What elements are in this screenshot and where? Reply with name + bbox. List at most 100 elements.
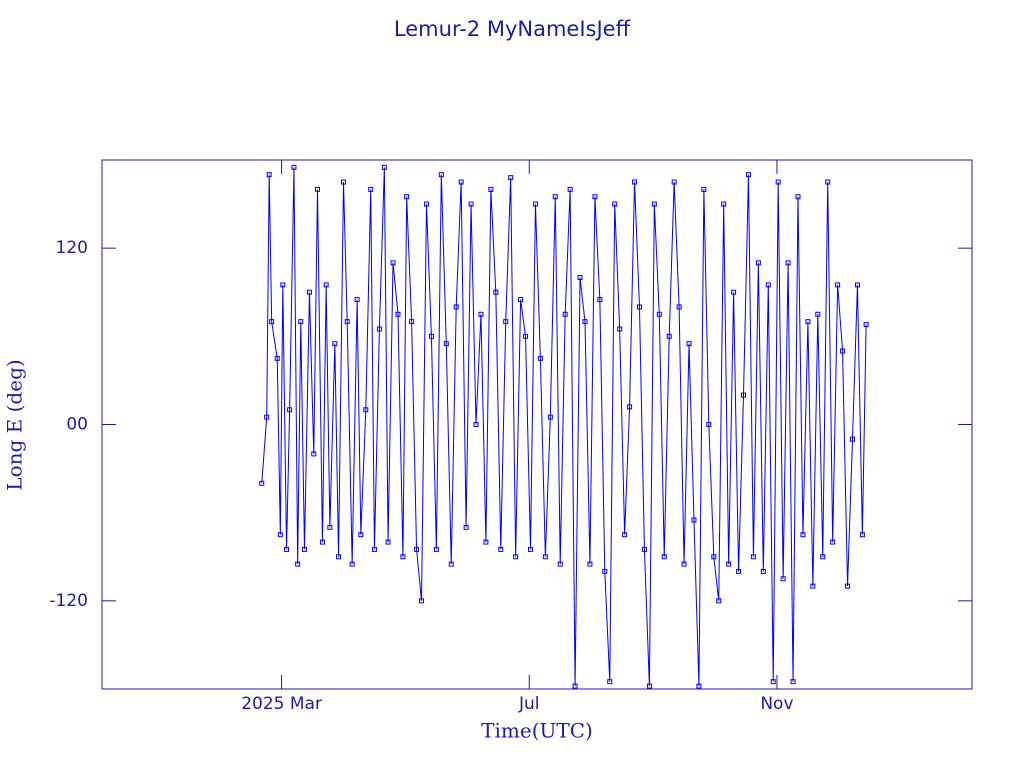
data-point bbox=[597, 297, 603, 303]
x-tick-label: Jul bbox=[518, 694, 540, 714]
data-point bbox=[478, 311, 484, 317]
data-point bbox=[810, 583, 816, 589]
data-point bbox=[780, 576, 786, 582]
data-point bbox=[691, 517, 697, 523]
data-point bbox=[287, 407, 293, 413]
data-point bbox=[790, 679, 796, 685]
data-point bbox=[532, 201, 538, 207]
data-point bbox=[572, 683, 578, 689]
data-point bbox=[671, 179, 677, 185]
data-point bbox=[825, 179, 831, 185]
data-point bbox=[298, 319, 304, 325]
data-point bbox=[385, 539, 391, 545]
data-point bbox=[849, 436, 855, 442]
x-axis-label: Time(UTC) bbox=[481, 719, 593, 743]
y-tick-label: 00 bbox=[66, 415, 88, 435]
data-point bbox=[562, 311, 568, 317]
data-point bbox=[419, 598, 425, 604]
data-point bbox=[295, 561, 301, 567]
x-tick-label: Nov bbox=[760, 694, 793, 714]
data-point bbox=[438, 172, 444, 178]
data-point bbox=[518, 297, 524, 303]
data-point bbox=[284, 546, 290, 552]
data-point bbox=[314, 186, 320, 192]
data-point bbox=[336, 554, 342, 560]
data-point bbox=[513, 554, 519, 560]
data-point bbox=[785, 260, 791, 266]
data-point bbox=[800, 532, 806, 538]
data-point bbox=[636, 304, 642, 310]
data-point bbox=[795, 194, 801, 200]
data-point bbox=[666, 333, 672, 339]
data-point bbox=[726, 561, 732, 567]
data-point bbox=[274, 355, 280, 361]
data-point bbox=[542, 554, 548, 560]
data-point bbox=[681, 561, 687, 567]
data-point bbox=[463, 524, 469, 530]
data-point bbox=[721, 201, 727, 207]
data-point bbox=[854, 282, 860, 288]
data-point bbox=[830, 539, 836, 545]
data-point bbox=[266, 172, 272, 178]
data-point bbox=[745, 172, 751, 178]
data-point bbox=[701, 186, 707, 192]
data-point bbox=[493, 289, 499, 295]
data-point bbox=[488, 186, 494, 192]
data-point bbox=[582, 319, 588, 325]
data-point bbox=[395, 311, 401, 317]
data-point bbox=[498, 546, 504, 552]
data-point bbox=[371, 546, 377, 552]
data-point bbox=[863, 322, 869, 328]
data-point bbox=[622, 532, 628, 538]
data-point bbox=[602, 568, 608, 574]
data-point bbox=[592, 194, 598, 200]
data-point bbox=[706, 422, 712, 427]
data-point bbox=[264, 414, 270, 420]
data-point bbox=[503, 319, 509, 325]
data-point bbox=[390, 260, 396, 266]
data-point bbox=[358, 532, 364, 538]
data-point bbox=[327, 524, 333, 530]
data-point bbox=[404, 194, 410, 200]
data-point bbox=[711, 554, 717, 560]
data-point bbox=[632, 179, 638, 185]
data-point bbox=[363, 407, 369, 413]
data-point bbox=[414, 546, 420, 552]
data-point bbox=[815, 311, 821, 317]
data-point bbox=[508, 175, 514, 181]
data-point bbox=[731, 289, 737, 295]
data-line bbox=[261, 167, 867, 687]
x-tick-label: 2025 Mar bbox=[241, 694, 322, 714]
data-point bbox=[443, 341, 449, 347]
data-point bbox=[277, 532, 283, 538]
data-point bbox=[349, 561, 355, 567]
data-point bbox=[760, 568, 766, 574]
data-point bbox=[686, 341, 692, 347]
data-point bbox=[661, 554, 667, 560]
y-tick-label: 120 bbox=[56, 238, 88, 258]
data-point bbox=[458, 179, 464, 185]
data-point bbox=[368, 186, 374, 192]
data-point bbox=[651, 201, 657, 207]
data-point bbox=[646, 683, 652, 689]
data-point bbox=[332, 341, 338, 347]
data-point bbox=[527, 546, 533, 552]
data-point bbox=[423, 201, 429, 207]
data-point bbox=[716, 598, 722, 604]
data-point bbox=[627, 404, 633, 410]
data-point bbox=[453, 304, 459, 310]
data-point bbox=[376, 326, 382, 332]
data-point bbox=[820, 554, 826, 560]
data-point bbox=[567, 186, 573, 192]
data-point bbox=[775, 179, 781, 185]
y-axis-label: Long E (deg) bbox=[3, 359, 27, 490]
data-point bbox=[835, 282, 841, 288]
data-point bbox=[805, 319, 811, 325]
data-point bbox=[280, 282, 286, 288]
data-point bbox=[607, 679, 613, 685]
data-point bbox=[755, 260, 761, 266]
data-point bbox=[612, 201, 618, 207]
data-point bbox=[840, 348, 846, 354]
data-point bbox=[381, 164, 387, 170]
